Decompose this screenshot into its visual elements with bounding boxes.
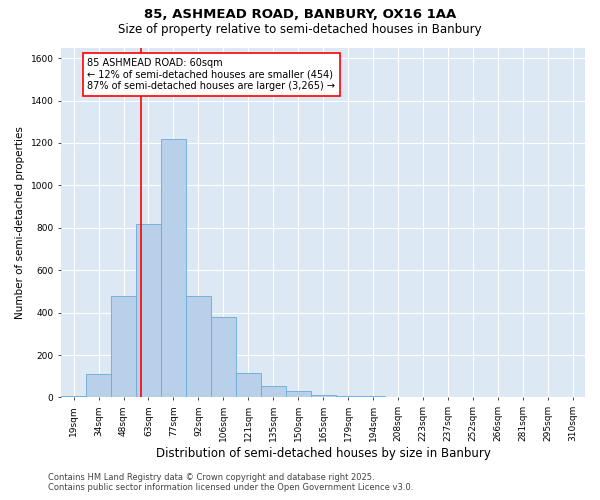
- Bar: [211, 317, 236, 398]
- Text: Contains HM Land Registry data © Crown copyright and database right 2025.
Contai: Contains HM Land Registry data © Crown c…: [48, 473, 413, 492]
- Text: 85, ASHMEAD ROAD, BANBURY, OX16 1AA: 85, ASHMEAD ROAD, BANBURY, OX16 1AA: [144, 8, 456, 20]
- Bar: [385, 397, 410, 398]
- Bar: [236, 373, 261, 398]
- Bar: [86, 374, 111, 398]
- Text: Size of property relative to semi-detached houses in Banbury: Size of property relative to semi-detach…: [118, 22, 482, 36]
- X-axis label: Distribution of semi-detached houses by size in Banbury: Distribution of semi-detached houses by …: [155, 447, 491, 460]
- Bar: [261, 386, 286, 398]
- Bar: [111, 296, 136, 398]
- Y-axis label: Number of semi-detached properties: Number of semi-detached properties: [15, 126, 25, 319]
- Bar: [311, 396, 335, 398]
- Bar: [361, 396, 385, 398]
- Bar: [335, 396, 361, 398]
- Bar: [186, 296, 211, 398]
- Bar: [161, 138, 186, 398]
- Text: 85 ASHMEAD ROAD: 60sqm
← 12% of semi-detached houses are smaller (454)
87% of se: 85 ASHMEAD ROAD: 60sqm ← 12% of semi-det…: [88, 58, 335, 91]
- Bar: [286, 391, 311, 398]
- Bar: [61, 396, 86, 398]
- Bar: [136, 224, 161, 398]
